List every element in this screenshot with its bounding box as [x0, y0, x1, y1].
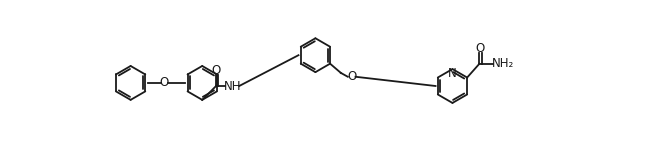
Text: O: O	[347, 70, 356, 83]
Text: O: O	[211, 64, 221, 77]
Text: O: O	[160, 76, 169, 89]
Text: NH₂: NH₂	[491, 57, 514, 70]
Text: N: N	[448, 67, 457, 80]
Text: O: O	[476, 42, 485, 55]
Text: NH: NH	[224, 79, 242, 93]
